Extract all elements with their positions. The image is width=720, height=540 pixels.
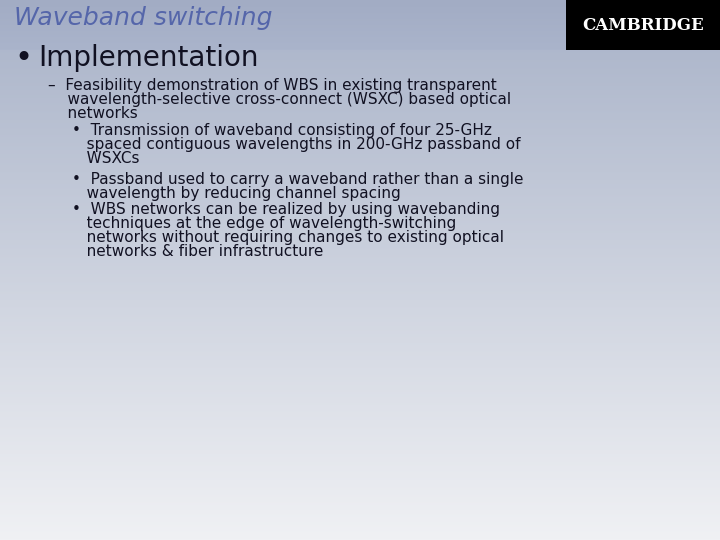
Text: •  Transmission of waveband consisting of four 25-GHz: • Transmission of waveband consisting of… [72, 123, 492, 138]
Text: wavelength-selective cross-connect (WSXC) based optical: wavelength-selective cross-connect (WSXC… [48, 92, 511, 107]
Text: •: • [14, 44, 32, 72]
Text: •  WBS networks can be realized by using wavebanding: • WBS networks can be realized by using … [72, 202, 500, 217]
Text: •  Passband used to carry a waveband rather than a single: • Passband used to carry a waveband rath… [72, 172, 523, 187]
Text: Implementation: Implementation [38, 44, 258, 72]
Text: networks: networks [48, 106, 138, 121]
Text: networks & fiber infrastructure: networks & fiber infrastructure [72, 244, 323, 259]
Text: techniques at the edge of wavelength-switching: techniques at the edge of wavelength-swi… [72, 216, 456, 231]
Text: WSXCs: WSXCs [72, 151, 140, 166]
Text: networks without requiring changes to existing optical: networks without requiring changes to ex… [72, 230, 504, 245]
Text: –  Feasibility demonstration of WBS in existing transparent: – Feasibility demonstration of WBS in ex… [48, 78, 497, 93]
Text: CAMBRIDGE: CAMBRIDGE [582, 17, 704, 33]
Text: Waveband switching: Waveband switching [14, 6, 272, 30]
Text: spaced contiguous wavelengths in 200-GHz passband of: spaced contiguous wavelengths in 200-GHz… [72, 137, 521, 152]
Bar [566, 0, 720, 50]
Text: wavelength by reducing channel spacing: wavelength by reducing channel spacing [72, 186, 401, 201]
